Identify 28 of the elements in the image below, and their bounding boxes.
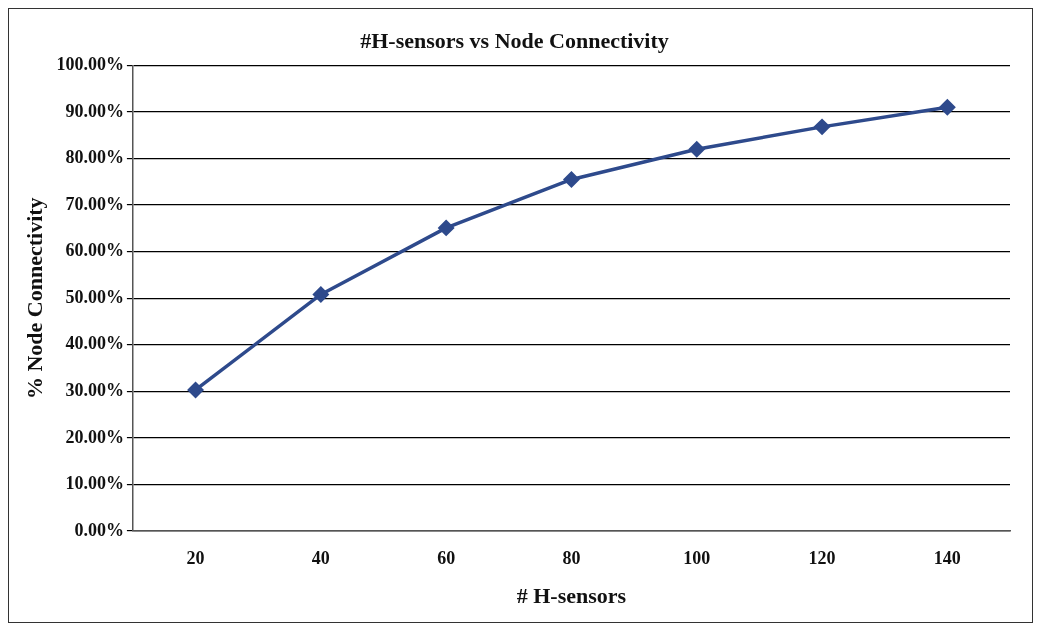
point <box>939 99 956 116</box>
y-tick-label: 20.00% <box>65 426 124 447</box>
y-tick-label: 90.00% <box>65 100 124 121</box>
point <box>438 220 454 236</box>
x-tick-label: 60 <box>437 548 456 569</box>
y-tick-label: 10.00% <box>65 473 124 494</box>
y-tick-label: 60.00% <box>65 240 124 261</box>
x-tick-label: 40 <box>311 548 330 569</box>
x-tick-label: 140 <box>933 548 961 569</box>
point <box>689 141 705 157</box>
chart-title: #H-sensors vs Node Connectivity <box>360 27 669 53</box>
y-tick-label: 40.00% <box>65 333 124 354</box>
point <box>313 286 329 303</box>
x-tick-label: 100 <box>683 548 711 569</box>
point <box>814 119 830 135</box>
y-axis-title: % Node Connectivity <box>21 197 47 400</box>
x-tick-label: 80 <box>562 548 581 569</box>
x-axis-title: # H-sensors <box>516 583 627 609</box>
y-tick-label: 100.00% <box>56 54 124 75</box>
point <box>563 171 580 188</box>
point <box>187 382 204 398</box>
y-tick-label: 50.00% <box>65 286 124 307</box>
y-tick-label: 80.00% <box>65 147 124 168</box>
x-tick-label: 120 <box>808 548 836 569</box>
y-tick-label: 70.00% <box>65 193 124 214</box>
y-tick-label: 30.00% <box>65 379 124 400</box>
x-tick-label: 20 <box>186 548 205 569</box>
y-tick-label: 0.00% <box>74 519 124 540</box>
